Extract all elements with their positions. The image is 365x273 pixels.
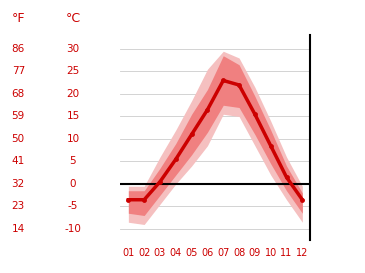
Text: °C: °C <box>65 11 81 25</box>
Text: 20: 20 <box>66 89 80 99</box>
Text: 30: 30 <box>66 44 80 54</box>
Text: 86: 86 <box>12 44 25 54</box>
Text: °F: °F <box>12 11 25 25</box>
Text: 59: 59 <box>12 111 25 121</box>
Text: 41: 41 <box>12 156 25 167</box>
Text: 25: 25 <box>66 67 80 76</box>
Text: 0: 0 <box>70 179 76 189</box>
Text: 77: 77 <box>12 67 25 76</box>
Text: 23: 23 <box>12 201 25 212</box>
Text: 32: 32 <box>12 179 25 189</box>
Text: 10: 10 <box>66 134 80 144</box>
Text: 15: 15 <box>66 111 80 121</box>
Text: -5: -5 <box>68 201 78 212</box>
Text: 68: 68 <box>12 89 25 99</box>
Text: 14: 14 <box>12 224 25 234</box>
Text: 5: 5 <box>70 156 76 167</box>
Text: -10: -10 <box>65 224 81 234</box>
Text: 50: 50 <box>12 134 25 144</box>
